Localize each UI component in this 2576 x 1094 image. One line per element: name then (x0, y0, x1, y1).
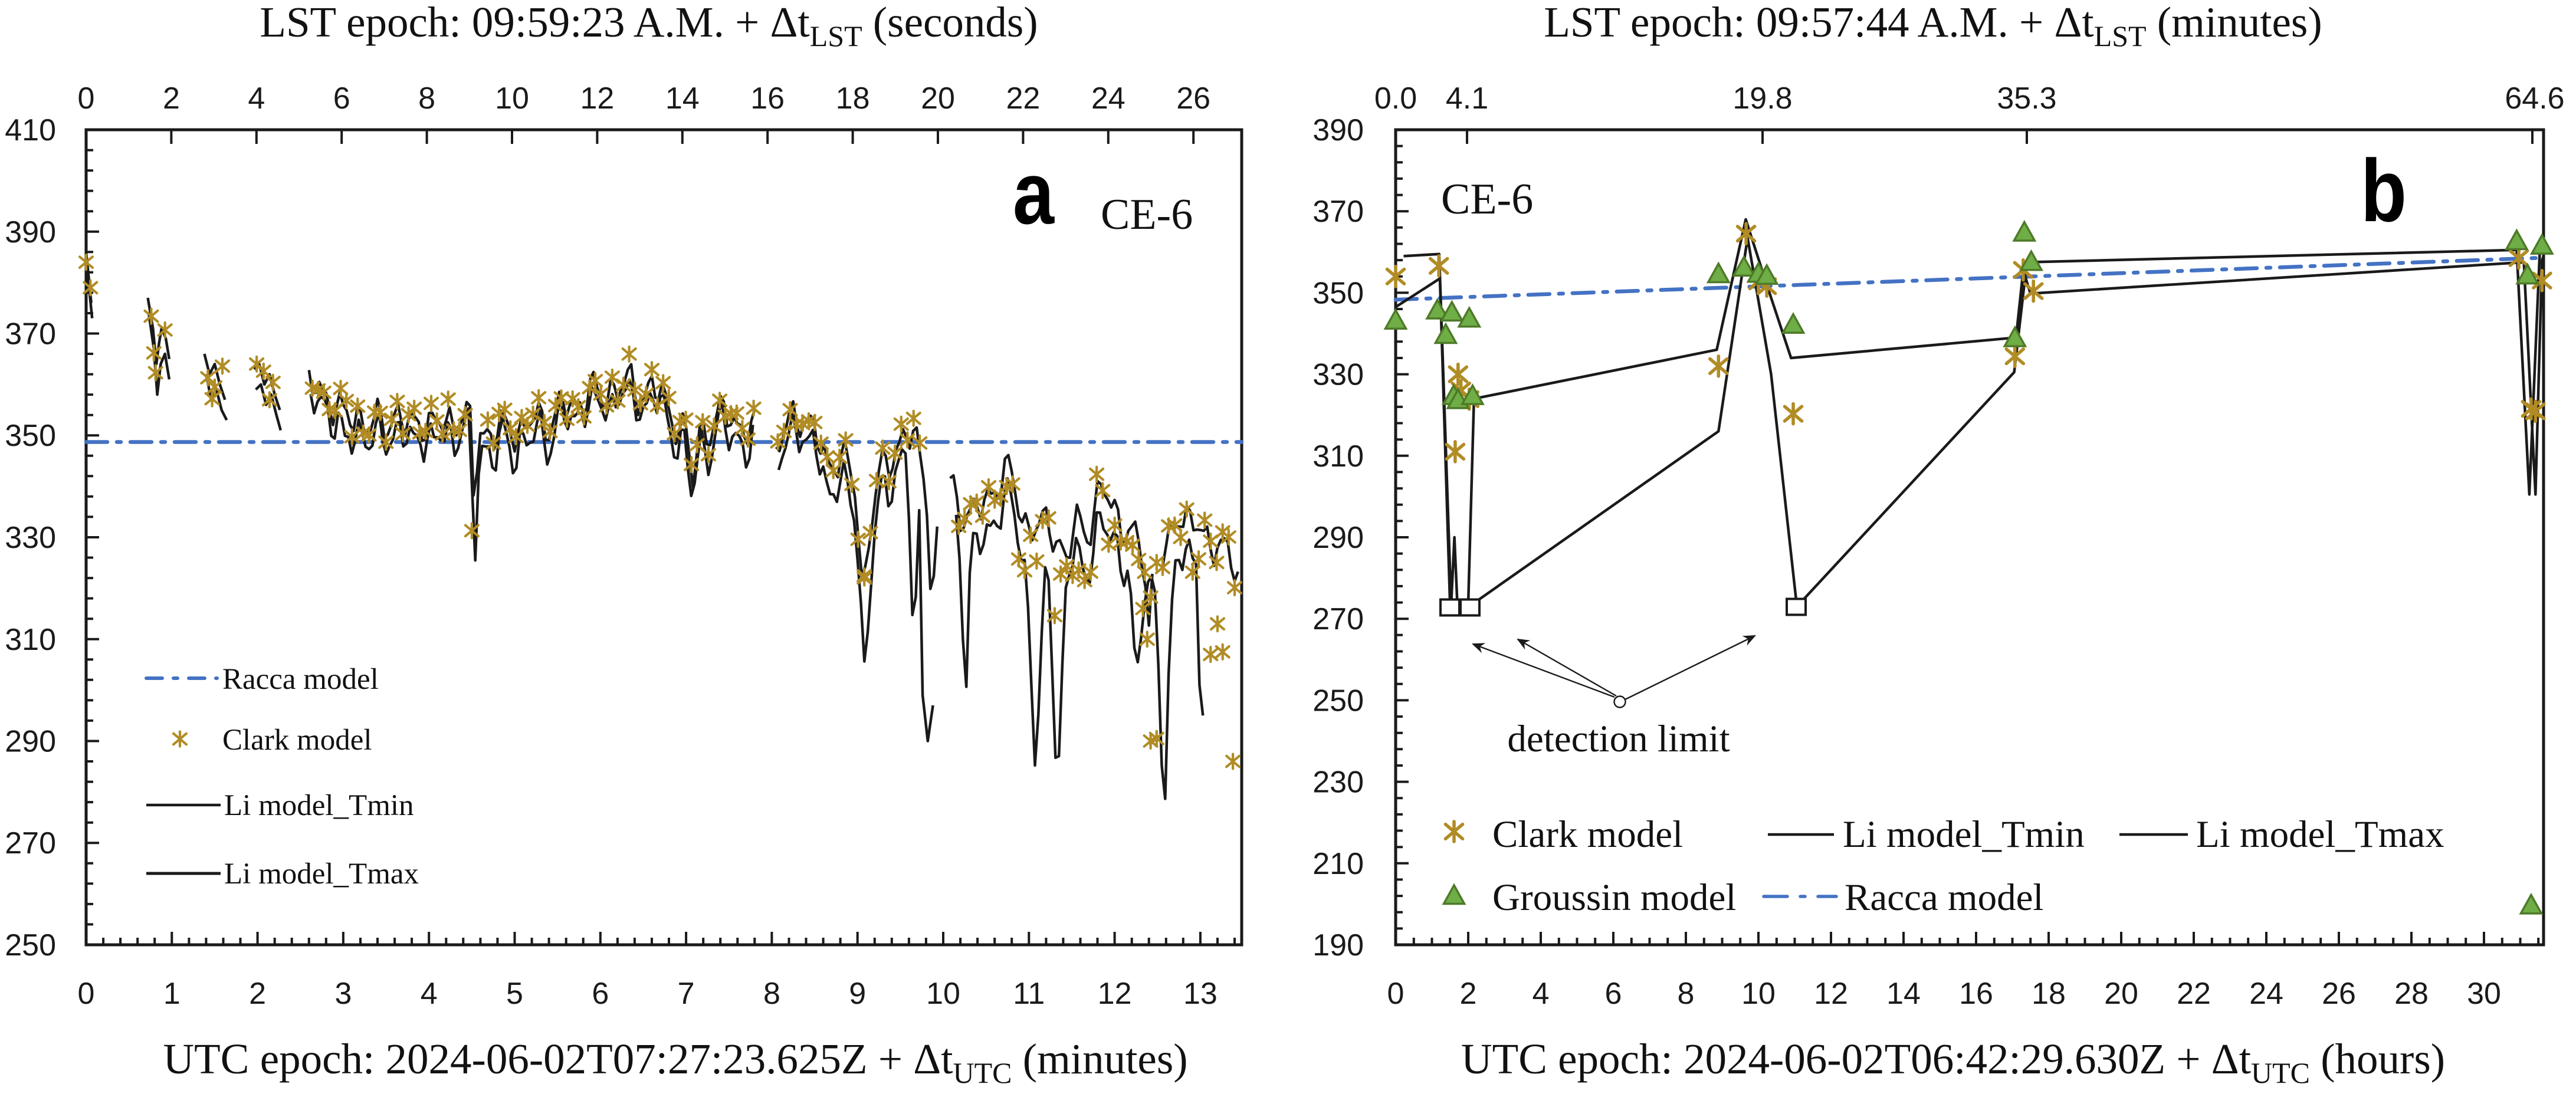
svg-text:8: 8 (418, 81, 435, 116)
svg-text:370: 370 (5, 317, 56, 351)
svg-text:6: 6 (1605, 977, 1622, 1011)
svg-text:22: 22 (2177, 977, 2211, 1011)
svg-text:Clark model: Clark model (1492, 813, 1683, 856)
svg-text:64.6: 64.6 (2505, 81, 2564, 116)
svg-text:12: 12 (1098, 977, 1132, 1011)
svg-text:UTC epoch: 2024-06-02T07:27:2: UTC epoch: 2024-06-02T07:27:23.625Z + Δt… (163, 1035, 1187, 1089)
svg-text:Li model_Tmax: Li model_Tmax (2196, 813, 2444, 856)
svg-text:a: a (1013, 143, 1055, 242)
svg-text:9: 9 (849, 977, 866, 1011)
svg-text:detection limit: detection limit (1507, 718, 1730, 760)
svg-text:4: 4 (421, 977, 438, 1011)
svg-text:14: 14 (665, 81, 700, 116)
svg-text:0: 0 (78, 977, 95, 1011)
svg-text:22: 22 (1006, 81, 1040, 116)
svg-text:250: 250 (5, 928, 56, 962)
svg-text:290: 290 (5, 725, 56, 759)
svg-text:0: 0 (78, 81, 95, 116)
svg-text:4: 4 (1533, 977, 1550, 1011)
svg-text:390: 390 (5, 215, 56, 249)
svg-text:310: 310 (1312, 439, 1364, 474)
svg-text:19.8: 19.8 (1732, 81, 1792, 116)
svg-text:290: 290 (1312, 521, 1364, 555)
svg-text:20: 20 (921, 81, 955, 116)
svg-text:330: 330 (5, 521, 56, 555)
svg-text:11: 11 (1013, 977, 1045, 1011)
svg-text:16: 16 (1959, 977, 1993, 1011)
svg-text:Groussin model: Groussin model (1492, 876, 1736, 919)
svg-text:250: 250 (1312, 684, 1364, 718)
svg-text:270: 270 (1312, 602, 1364, 636)
svg-text:18: 18 (2032, 977, 2066, 1011)
svg-text:4: 4 (248, 81, 265, 116)
svg-text:190: 190 (1312, 928, 1364, 962)
svg-text:2: 2 (163, 81, 180, 116)
svg-text:7: 7 (678, 977, 695, 1011)
svg-text:26: 26 (1176, 81, 1210, 116)
svg-text:b: b (2361, 141, 2407, 240)
svg-text:230: 230 (1312, 766, 1364, 800)
svg-text:2: 2 (249, 977, 266, 1011)
svg-text:Clark model: Clark model (222, 724, 372, 757)
svg-text:Li model_Tmin: Li model_Tmin (224, 789, 414, 822)
svg-text:310: 310 (5, 623, 56, 657)
svg-text:4.1: 4.1 (1446, 81, 1488, 116)
svg-text:6: 6 (592, 977, 609, 1011)
svg-text:8: 8 (1678, 977, 1695, 1011)
svg-text:0.0: 0.0 (1374, 81, 1417, 116)
svg-text:1: 1 (163, 977, 181, 1011)
svg-text:5: 5 (506, 977, 523, 1011)
svg-text:CE-6: CE-6 (1441, 175, 1533, 224)
svg-text:12: 12 (1814, 977, 1848, 1011)
svg-text:370: 370 (1312, 195, 1364, 229)
svg-text:18: 18 (836, 81, 870, 116)
svg-text:10: 10 (495, 81, 529, 116)
svg-text:12: 12 (580, 81, 614, 116)
svg-text:28: 28 (2394, 977, 2429, 1011)
svg-text:0: 0 (1387, 977, 1405, 1011)
svg-text:UTC epoch: 2024-06-02T06:42:2: UTC epoch: 2024-06-02T06:42:29.630Z + Δt… (1461, 1035, 2445, 1089)
svg-text:10: 10 (1741, 977, 1776, 1011)
svg-text:390: 390 (1312, 113, 1364, 147)
svg-text:330: 330 (1312, 358, 1364, 392)
svg-text:30: 30 (2467, 977, 2501, 1011)
svg-text:410: 410 (5, 113, 56, 147)
svg-text:2: 2 (1460, 977, 1477, 1011)
svg-text:Racca model: Racca model (222, 663, 379, 696)
svg-text:20: 20 (2104, 977, 2138, 1011)
svg-text:14: 14 (1886, 977, 1921, 1011)
svg-text:Racca model: Racca model (1845, 876, 2043, 919)
svg-text:CE-6: CE-6 (1101, 190, 1193, 239)
svg-text:6: 6 (333, 81, 350, 116)
svg-text:270: 270 (5, 826, 56, 860)
svg-text:26: 26 (2322, 977, 2356, 1011)
svg-text:210: 210 (1312, 847, 1364, 881)
svg-text:24: 24 (1091, 81, 1125, 116)
svg-text:3: 3 (334, 977, 352, 1011)
svg-text:LST epoch: 09:59:23 A.M. + Δt: LST epoch: 09:59:23 A.M. + ΔtLST (second… (260, 0, 1038, 52)
svg-text:16: 16 (750, 81, 785, 116)
svg-text:24: 24 (2249, 977, 2283, 1011)
svg-text:Li model_Tmax: Li model_Tmax (224, 858, 419, 891)
svg-text:8: 8 (763, 977, 780, 1011)
svg-text:350: 350 (5, 419, 56, 453)
svg-text:35.3: 35.3 (1997, 81, 2056, 116)
svg-text:10: 10 (926, 977, 960, 1011)
svg-text:13: 13 (1183, 977, 1218, 1011)
svg-text:350: 350 (1312, 276, 1364, 310)
svg-text:Li model_Tmin: Li model_Tmin (1843, 813, 2085, 856)
svg-text:LST epoch: 09:57:44 A.M. + Δt: LST epoch: 09:57:44 A.M. + ΔtLST (minute… (1544, 0, 2322, 52)
